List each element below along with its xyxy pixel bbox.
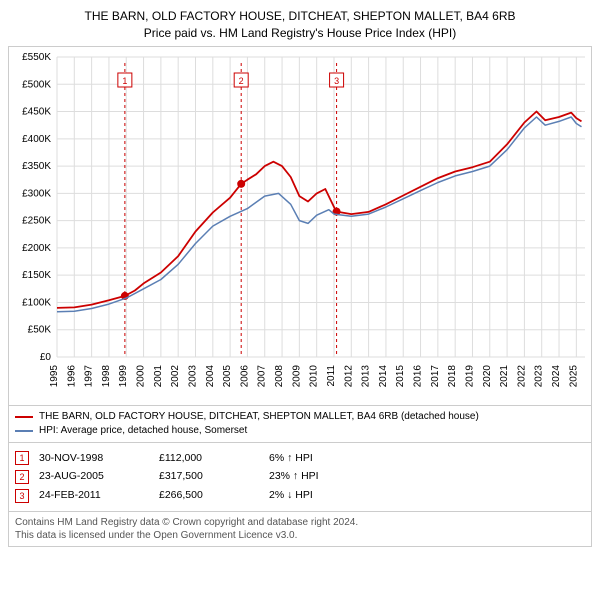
svg-text:2023: 2023 bbox=[534, 364, 545, 387]
chart-area: £0 £50K £100K £150K £200K £250K £300K £350K £400… bbox=[8, 46, 592, 406]
svg-text:2007: 2007 bbox=[257, 364, 268, 387]
svg-text:£100K: £100K bbox=[22, 297, 51, 308]
sale-price: £112,000 bbox=[159, 449, 259, 468]
svg-text:2020: 2020 bbox=[482, 364, 493, 387]
legend-item-subject: THE BARN, OLD FACTORY HOUSE, DITCHEAT, S… bbox=[15, 410, 585, 424]
sale-diff: 2% ↓ HPI bbox=[269, 486, 349, 505]
sale-date: 30-NOV-1998 bbox=[39, 449, 149, 468]
svg-text:£0: £0 bbox=[40, 352, 52, 363]
svg-text:1999: 1999 bbox=[118, 364, 129, 387]
sale-price: £317,500 bbox=[159, 467, 259, 486]
svg-text:1: 1 bbox=[122, 76, 127, 86]
svg-text:£500K: £500K bbox=[22, 79, 51, 90]
svg-text:2018: 2018 bbox=[447, 364, 458, 387]
legend-swatch-subject bbox=[15, 416, 33, 418]
sale-row: 1 30-NOV-1998 £112,000 6% ↑ HPI bbox=[15, 449, 585, 468]
svg-text:1995: 1995 bbox=[49, 364, 60, 387]
title-line-2: Price paid vs. HM Land Registry's House … bbox=[8, 25, 592, 42]
svg-text:2014: 2014 bbox=[378, 364, 389, 387]
sale-badge: 1 bbox=[15, 451, 29, 465]
sale-diff: 6% ↑ HPI bbox=[269, 449, 349, 468]
title-line-1: THE BARN, OLD FACTORY HOUSE, DITCHEAT, S… bbox=[8, 8, 592, 25]
svg-text:2006: 2006 bbox=[239, 364, 250, 387]
svg-text:2025: 2025 bbox=[568, 364, 579, 387]
legend: THE BARN, OLD FACTORY HOUSE, DITCHEAT, S… bbox=[8, 406, 592, 443]
svg-text:£550K: £550K bbox=[22, 52, 51, 63]
svg-text:£300K: £300K bbox=[22, 188, 51, 199]
attribution-line-1: Contains HM Land Registry data © Crown c… bbox=[15, 516, 585, 529]
legend-item-hpi: HPI: Average price, detached house, Some… bbox=[15, 424, 585, 438]
svg-text:2012: 2012 bbox=[343, 364, 354, 387]
svg-text:1998: 1998 bbox=[101, 364, 112, 387]
svg-text:£50K: £50K bbox=[28, 324, 52, 335]
svg-text:£400K: £400K bbox=[22, 133, 51, 144]
chart-svg: £0 £50K £100K £150K £200K £250K £300K £350K £400… bbox=[9, 47, 591, 405]
sale-row: 3 24-FEB-2011 £266,500 2% ↓ HPI bbox=[15, 486, 585, 505]
svg-text:2005: 2005 bbox=[222, 364, 233, 387]
svg-text:£200K: £200K bbox=[22, 243, 51, 254]
sale-date: 24-FEB-2011 bbox=[39, 486, 149, 505]
svg-text:2013: 2013 bbox=[361, 364, 372, 387]
svg-text:£150K: £150K bbox=[22, 270, 51, 281]
legend-label-hpi: HPI: Average price, detached house, Some… bbox=[39, 424, 247, 438]
legend-swatch-hpi bbox=[15, 430, 33, 432]
sale-badge: 3 bbox=[15, 489, 29, 503]
sale-price: £266,500 bbox=[159, 486, 259, 505]
attribution: Contains HM Land Registry data © Crown c… bbox=[8, 512, 592, 547]
attribution-line-2: This data is licensed under the Open Gov… bbox=[15, 529, 585, 542]
svg-text:2009: 2009 bbox=[291, 364, 302, 387]
sales-table: 1 30-NOV-1998 £112,000 6% ↑ HPI 2 23-AUG… bbox=[8, 443, 592, 513]
svg-text:3: 3 bbox=[334, 76, 339, 86]
svg-text:2016: 2016 bbox=[413, 364, 424, 387]
sale-row: 2 23-AUG-2005 £317,500 23% ↑ HPI bbox=[15, 467, 585, 486]
svg-text:1996: 1996 bbox=[66, 364, 77, 387]
svg-text:2011: 2011 bbox=[326, 364, 337, 386]
chart-title: THE BARN, OLD FACTORY HOUSE, DITCHEAT, S… bbox=[8, 8, 592, 42]
svg-text:2000: 2000 bbox=[136, 364, 147, 387]
svg-text:2024: 2024 bbox=[551, 364, 562, 387]
svg-text:2017: 2017 bbox=[430, 364, 441, 387]
svg-text:2002: 2002 bbox=[170, 364, 181, 387]
svg-text:2022: 2022 bbox=[516, 364, 527, 387]
svg-text:2021: 2021 bbox=[499, 364, 510, 387]
svg-text:1997: 1997 bbox=[84, 364, 95, 387]
svg-text:£350K: £350K bbox=[22, 161, 51, 172]
svg-text:2010: 2010 bbox=[309, 364, 320, 387]
legend-label-subject: THE BARN, OLD FACTORY HOUSE, DITCHEAT, S… bbox=[39, 410, 479, 424]
sale-date: 23-AUG-2005 bbox=[39, 467, 149, 486]
svg-text:2015: 2015 bbox=[395, 364, 406, 387]
svg-text:2008: 2008 bbox=[274, 364, 285, 387]
svg-text:£250K: £250K bbox=[22, 215, 51, 226]
svg-text:2001: 2001 bbox=[153, 364, 164, 387]
sale-diff: 23% ↑ HPI bbox=[269, 467, 349, 486]
svg-text:2019: 2019 bbox=[464, 364, 475, 387]
svg-text:2: 2 bbox=[239, 76, 244, 86]
sale-badge: 2 bbox=[15, 470, 29, 484]
svg-text:2003: 2003 bbox=[187, 364, 198, 387]
svg-text:£450K: £450K bbox=[22, 106, 51, 117]
svg-text:2004: 2004 bbox=[205, 364, 216, 387]
